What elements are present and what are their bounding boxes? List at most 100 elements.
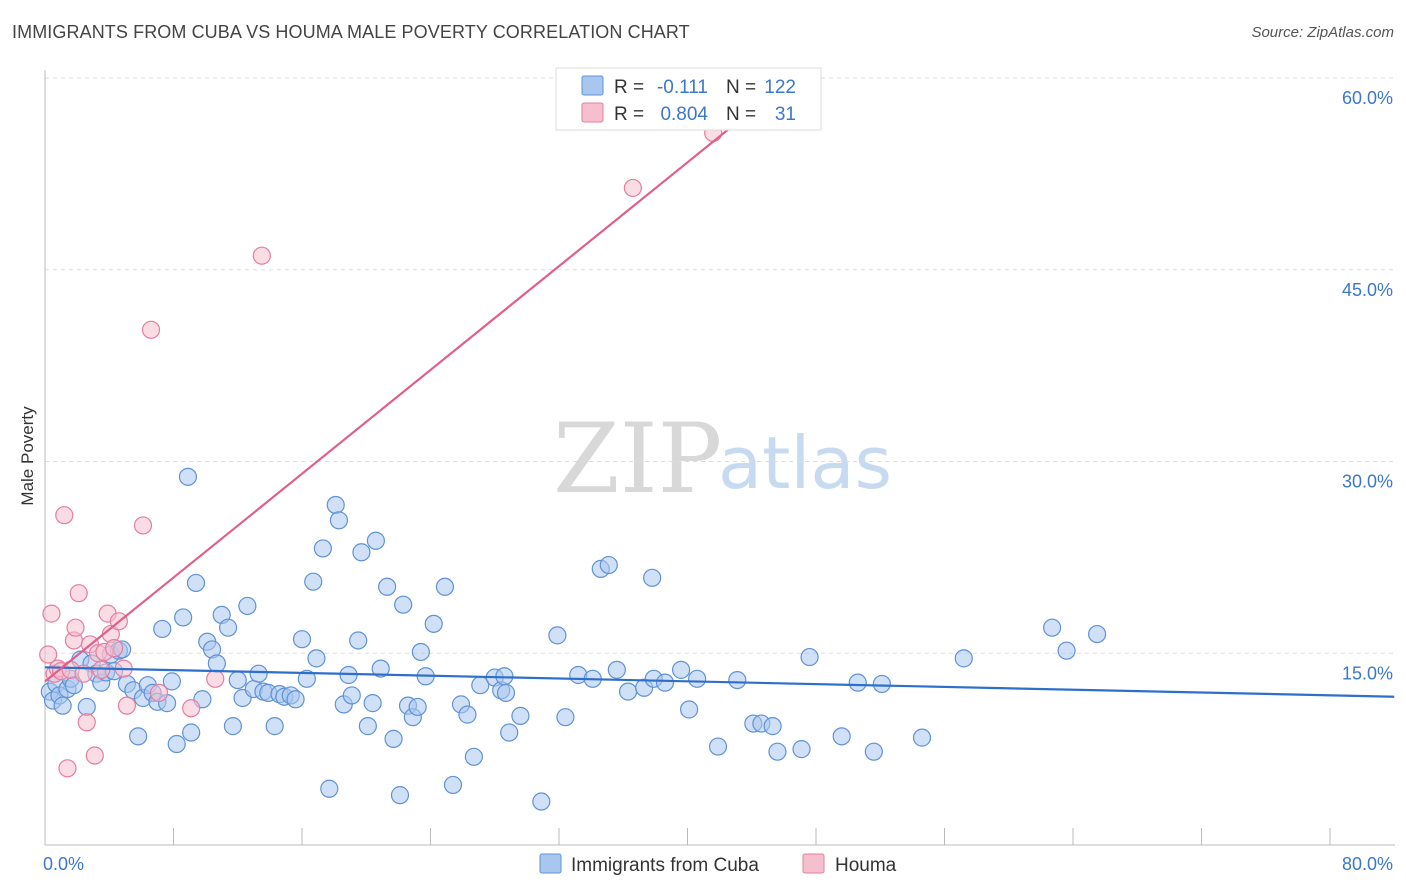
point-houma-10 <box>69 584 88 603</box>
point-houma-30 <box>623 178 642 198</box>
point-cuba-114 <box>800 647 819 667</box>
legend-r-value-1: -0.111 <box>657 77 708 98</box>
x-tick-label-max: 80.0% <box>1342 854 1393 874</box>
bottom-legend-label-cuba: Immigrants from Cuba <box>571 855 759 876</box>
legend-swatch-cuba <box>581 75 604 96</box>
point-cuba-57 <box>320 779 339 798</box>
point-cuba-30 <box>178 467 198 486</box>
legend-r-label-1: R = <box>614 77 644 98</box>
point-cuba-122 <box>1057 641 1076 660</box>
x-tick-label-min: 0.0% <box>43 854 84 874</box>
point-cuba-40 <box>228 670 247 690</box>
y-tick-label-15: 15.0% <box>1342 663 1393 683</box>
point-cuba-55 <box>307 649 326 668</box>
point-cuba-72 <box>394 595 413 614</box>
legend-n-label-1: N = <box>726 77 756 98</box>
point-cuba-69 <box>378 577 397 596</box>
point-cuba-29 <box>174 608 193 627</box>
point-cuba-82 <box>458 705 477 724</box>
point-cuba-56 <box>313 539 332 558</box>
point-cuba-47 <box>265 717 284 736</box>
source-label: Source: ZipAtlas.com <box>1251 24 1394 41</box>
chart-title: IMMIGRANTS FROM CUBA VS HOUMA MALE POVER… <box>12 22 690 42</box>
point-cuba-91 <box>532 792 551 811</box>
point-cuba-42 <box>238 596 257 616</box>
y-tick-label-45: 45.0% <box>1342 280 1393 300</box>
point-houma-5 <box>55 506 74 525</box>
point-cuba-67 <box>366 531 385 550</box>
point-cuba-113 <box>792 740 811 759</box>
point-cuba-107 <box>708 737 728 756</box>
point-houma-23 <box>117 696 137 715</box>
point-cuba-123 <box>1087 624 1107 644</box>
point-cuba-93 <box>556 708 575 727</box>
point-cuba-97 <box>599 555 618 575</box>
point-cuba-31 <box>182 723 201 742</box>
point-cuba-92 <box>548 626 567 645</box>
point-houma-0 <box>39 645 58 664</box>
point-houma-16 <box>92 660 111 679</box>
point-cuba-25 <box>153 619 172 639</box>
point-cuba-121 <box>1043 618 1062 637</box>
point-cuba-103 <box>655 673 675 692</box>
point-cuba-70 <box>384 729 403 748</box>
bottom-legend-swatch-cuba <box>539 853 562 874</box>
point-houma-29 <box>252 246 271 265</box>
point-cuba-80 <box>443 775 463 795</box>
legend-n-label-2: N = <box>726 104 756 125</box>
watermark-zip: ZIP <box>553 403 722 515</box>
point-cuba-108 <box>728 670 747 690</box>
point-cuba-20 <box>129 727 148 746</box>
point-houma-27 <box>182 699 201 718</box>
point-houma-14 <box>85 746 104 765</box>
point-cuba-9 <box>77 697 96 717</box>
y-tick-label-30: 30.0% <box>1342 472 1393 492</box>
legend-r-label-2: R = <box>614 104 644 125</box>
point-houma-6 <box>58 759 77 778</box>
point-cuba-4 <box>53 696 72 715</box>
point-cuba-78 <box>424 614 443 633</box>
point-cuba-64 <box>352 543 371 562</box>
y-axis-label: Male Poverty <box>18 406 37 506</box>
point-cuba-79 <box>435 577 455 596</box>
point-cuba-71 <box>390 786 410 805</box>
series-legend: Immigrants from Cuba Houma <box>539 853 897 876</box>
point-cuba-52 <box>292 630 312 649</box>
watermark-atlas: atlas <box>718 421 892 505</box>
point-cuba-65 <box>358 717 377 736</box>
point-cuba-98 <box>607 660 626 679</box>
point-houma-11 <box>74 664 93 683</box>
point-cuba-36 <box>207 654 226 673</box>
point-cuba-75 <box>408 697 427 717</box>
point-cuba-106 <box>688 669 707 688</box>
point-cuba-28 <box>167 734 186 754</box>
point-cuba-120 <box>954 649 973 668</box>
point-houma-1 <box>42 604 61 623</box>
stats-legend: R = -0.111 N = 122 R = 0.804 N = 31 <box>555 67 822 131</box>
trend-lines <box>44 77 1395 698</box>
point-cuba-101 <box>643 568 662 587</box>
point-cuba-44 <box>249 664 268 683</box>
point-houma-24 <box>133 516 153 535</box>
point-cuba-89 <box>500 723 519 742</box>
point-cuba-54 <box>304 572 323 591</box>
point-houma-26 <box>149 683 169 702</box>
legend-swatch-houma <box>581 102 604 123</box>
trend-line-houma <box>44 77 793 683</box>
point-cuba-118 <box>872 674 891 694</box>
point-cuba-112 <box>768 742 787 761</box>
point-cuba-53 <box>297 669 316 688</box>
point-cuba-119 <box>912 728 932 747</box>
point-cuba-66 <box>363 694 382 713</box>
point-cuba-68 <box>371 659 390 678</box>
legend-n-value-2: 31 <box>775 104 796 125</box>
point-cuba-99 <box>618 682 638 701</box>
point-cuba-111 <box>763 717 782 736</box>
bottom-legend-label-houma: Houma <box>835 855 897 876</box>
data-points <box>39 123 1107 811</box>
point-cuba-105 <box>680 700 699 719</box>
point-houma-25 <box>141 320 161 339</box>
legend-r-value-2: 0.804 <box>660 104 708 125</box>
point-cuba-59 <box>329 511 349 530</box>
point-cuba-90 <box>511 706 530 725</box>
